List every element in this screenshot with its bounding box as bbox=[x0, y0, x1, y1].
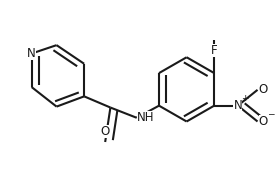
Text: O: O bbox=[259, 83, 268, 96]
Text: +: + bbox=[241, 94, 249, 103]
Text: −: − bbox=[268, 110, 275, 119]
Text: F: F bbox=[211, 44, 218, 57]
Text: N: N bbox=[233, 99, 242, 112]
Text: O: O bbox=[259, 115, 268, 128]
Text: N: N bbox=[27, 47, 36, 60]
Text: O: O bbox=[101, 125, 110, 138]
Text: NH: NH bbox=[137, 111, 154, 124]
